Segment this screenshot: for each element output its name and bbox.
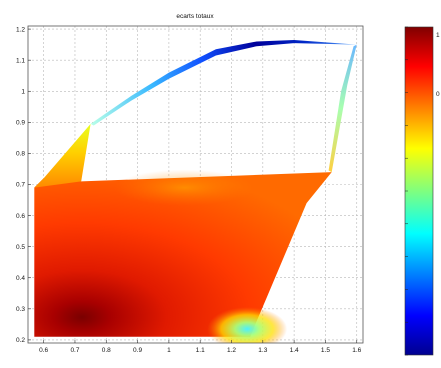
- y-tick-label-5: 0.7: [16, 182, 25, 189]
- colorbar-gradient: [404, 26, 434, 356]
- y-tick-label-10: 1.2: [16, 26, 25, 33]
- y-tick-label-8: 1: [21, 88, 25, 95]
- x-tick-label-10: 1.6: [352, 347, 361, 354]
- x-tick-label-1: 0.7: [70, 347, 79, 354]
- x-tick-label-0: 0.6: [39, 347, 48, 354]
- surface-upper-left-wedge: [34, 123, 91, 188]
- surface-right-strip: [328, 44, 357, 173]
- surface-low-spot: [207, 307, 288, 343]
- y-tick-label-9: 1.1: [16, 57, 25, 64]
- x-tick-label-4: 1: [167, 347, 171, 354]
- x-tick-label-8: 1.4: [290, 347, 299, 354]
- colorbar-label-max: 1: [436, 32, 440, 39]
- colorbar-label-mid: 0: [436, 91, 440, 98]
- surface-main-region: [34, 172, 332, 337]
- surface-plot: [34, 40, 357, 343]
- surface-warm-band: [114, 169, 255, 206]
- axis-ticks: 0.6 0.7 0.8 0.9 1 1.1 1.2 1.3 1.4 1.5 1.6 0.2 0.3 0.4…: [16, 26, 362, 354]
- colorbar: 1 0: [404, 26, 440, 356]
- x-tick-label-6: 1.2: [227, 347, 236, 354]
- x-tick-label-5: 1.1: [196, 347, 205, 354]
- y-tick-label-6: 0.8: [16, 151, 25, 158]
- x-tick-label-7: 1.3: [258, 347, 267, 354]
- chart-title: ecarts totaux: [176, 13, 214, 20]
- y-tick-label-2: 0.4: [16, 275, 25, 282]
- y-tick-label-7: 0.9: [16, 120, 25, 127]
- y-tick-label-4: 0.6: [16, 213, 25, 220]
- x-tick-label-3: 0.9: [133, 347, 142, 354]
- y-tick-label-1: 0.3: [16, 306, 25, 313]
- y-tick-label-0: 0.2: [16, 337, 25, 344]
- x-tick-label-9: 1.5: [321, 347, 330, 354]
- y-tick-label-3: 0.5: [16, 244, 25, 251]
- colorbar-ticks: [405, 26, 408, 356]
- x-tick-label-2: 0.8: [102, 347, 111, 354]
